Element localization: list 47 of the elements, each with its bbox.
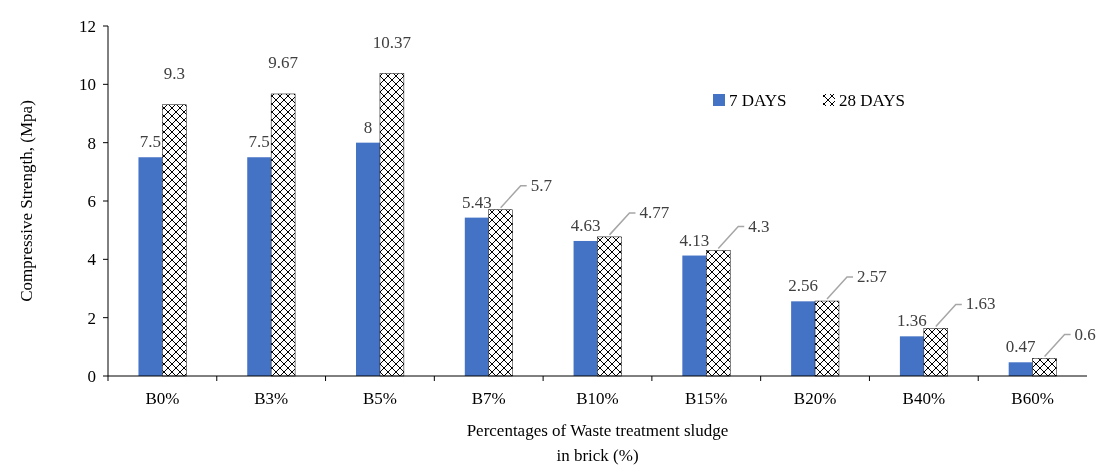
x-tick-label: B7% (471, 389, 506, 408)
x-tick-label: B3% (254, 389, 289, 408)
data-label: 2.56 (788, 276, 818, 296)
bar (899, 336, 924, 376)
bar (464, 217, 489, 376)
bar (356, 142, 380, 376)
data-label: 7.5 (248, 132, 270, 152)
x-tick-label: B5% (362, 389, 397, 408)
y-tick-label: 2 (87, 308, 96, 328)
data-label: 5.43 (461, 192, 492, 212)
data-label: 5.7 (530, 175, 553, 195)
data-label: 10.37 (372, 32, 412, 52)
data-label: 0.47 (1005, 337, 1037, 357)
legend-label: 28 DAYS (839, 91, 905, 110)
bar (247, 157, 272, 376)
data-label: 7.5 (139, 132, 162, 152)
data-label: 4.63 (570, 215, 601, 235)
y-tick-label: 4 (87, 250, 97, 270)
data-label: 1.36 (896, 311, 927, 331)
y-tick-label: 12 (79, 16, 96, 36)
data-label: 0.6 (1074, 324, 1096, 344)
x-tick-label: B0% (145, 389, 180, 408)
data-label: 4.13 (679, 230, 710, 250)
bar (1008, 362, 1033, 376)
data-label: 9.67 (268, 52, 299, 72)
x-tick-label: B20% (793, 389, 837, 408)
y-tick-label: 8 (87, 133, 96, 153)
data-label: 8 (363, 117, 373, 137)
x-tick-label: B15% (685, 389, 728, 408)
y-tick-label: 6 (87, 191, 96, 211)
data-label: 1.63 (965, 294, 996, 314)
y-tick-label: 10 (79, 75, 96, 95)
x-tick-label: B60% (1011, 389, 1054, 408)
legend-label: 7 DAYS (729, 91, 787, 110)
y-axis-title: Compressive Strength, (Mpa) (17, 100, 36, 302)
y-tick-label: 0 (87, 366, 96, 386)
data-label: 4.77 (639, 202, 670, 222)
data-label: 2.57 (857, 267, 888, 287)
bar (682, 255, 707, 376)
x-tick-label: B40% (902, 389, 946, 408)
bar (791, 301, 816, 376)
data-label: 4.3 (748, 216, 770, 236)
bar (138, 157, 163, 376)
data-label: 9.3 (163, 63, 185, 83)
bar (573, 240, 598, 376)
x-axis-title: Percentages of Waste treatment sludge in brick (%) (466, 421, 729, 465)
x-tick-label: B10% (576, 389, 619, 408)
